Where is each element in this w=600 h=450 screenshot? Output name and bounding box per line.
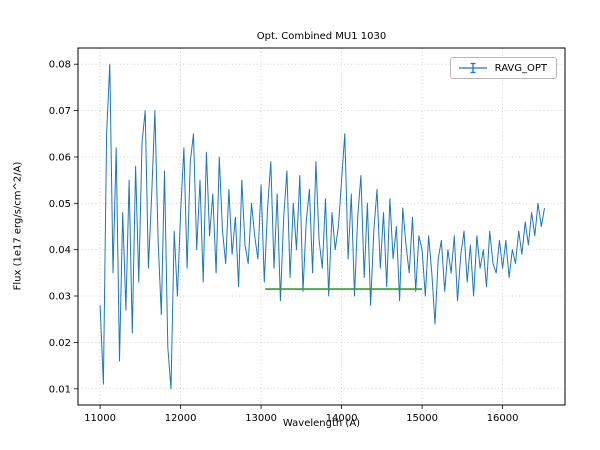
y-tick-label: 0.02 bbox=[49, 338, 71, 349]
x-tick-label: 11000 bbox=[84, 413, 116, 424]
legend-box: RAVG_OPT bbox=[449, 57, 557, 79]
y-tick-label: 0.08 bbox=[49, 60, 71, 71]
x-tick-label: 16000 bbox=[487, 413, 519, 424]
chart-title: Opt. Combined MU1 1030 bbox=[256, 31, 387, 42]
x-axis-label: Wavelength (A) bbox=[282, 418, 361, 429]
axes-frame bbox=[77, 47, 566, 406]
x-tick-label: 12000 bbox=[165, 413, 197, 424]
spectrum-line bbox=[99, 63, 545, 390]
y-tick-label: 0.05 bbox=[49, 199, 71, 210]
errorbar-icon bbox=[458, 62, 487, 74]
y-tick-label: 0.01 bbox=[49, 384, 71, 395]
y-tick-label: 0.07 bbox=[49, 106, 71, 117]
x-tick-label: 15000 bbox=[406, 413, 438, 424]
x-tick-label: 14000 bbox=[326, 413, 358, 424]
y-tick-label: 0.06 bbox=[49, 153, 71, 164]
y-tick-label: 0.04 bbox=[49, 245, 71, 256]
x-tick-label: 13000 bbox=[245, 413, 277, 424]
legend-label: RAVG_OPT bbox=[494, 62, 547, 74]
y-tick-label: 0.03 bbox=[49, 292, 71, 303]
